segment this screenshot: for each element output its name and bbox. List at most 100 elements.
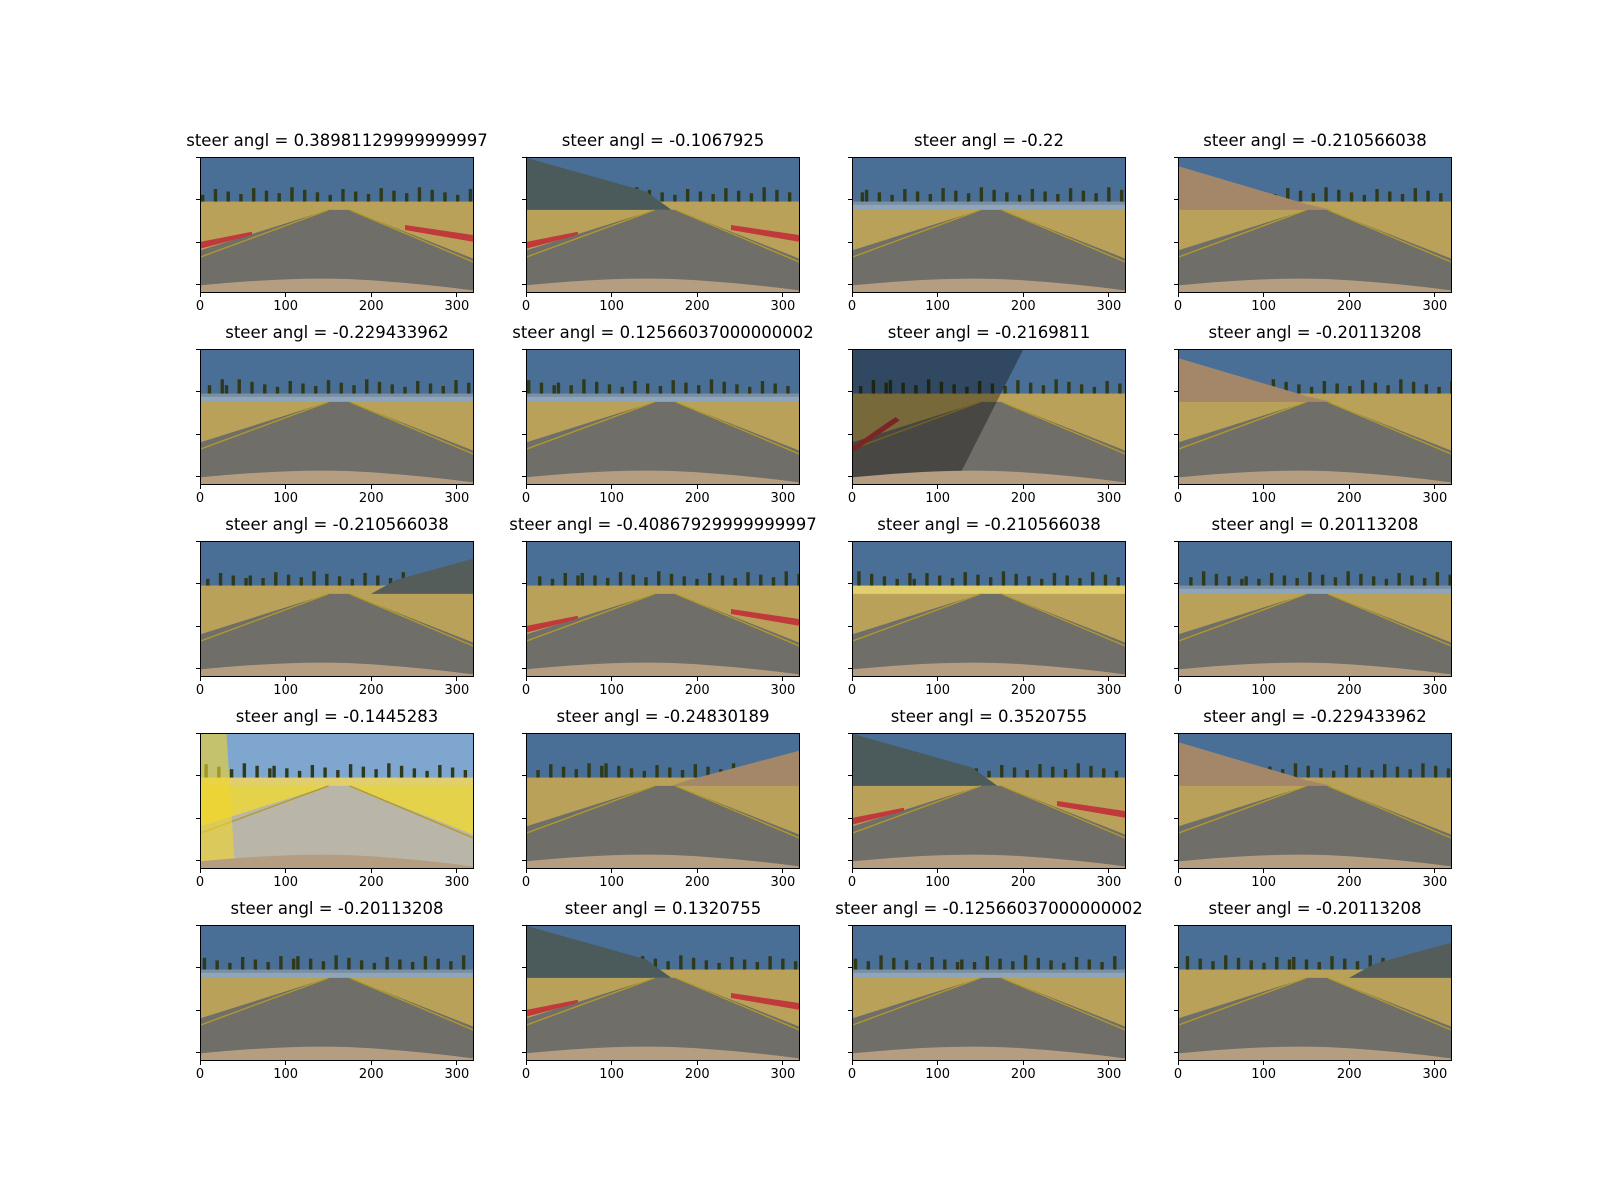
- y-tick-mark: [196, 668, 200, 669]
- road-camera-image: [852, 925, 1126, 1061]
- x-tick-mark: [611, 1061, 613, 1065]
- y-tick-mark: [196, 860, 200, 861]
- y-tick-mark: [848, 199, 852, 200]
- y-tick-mark: [848, 391, 852, 392]
- x-tick-label: 100: [925, 299, 951, 314]
- x-tick-mark: [696, 677, 698, 681]
- y-tick-mark: [1174, 860, 1178, 861]
- x-tick-mark: [1177, 1061, 1179, 1065]
- x-tick-mark: [285, 677, 287, 681]
- x-tick-mark: [1348, 485, 1350, 489]
- x-tick-mark: [1263, 677, 1265, 681]
- y-tick-mark: [522, 860, 526, 861]
- x-tick-mark: [456, 869, 458, 873]
- x-tick-label: 200: [684, 299, 710, 314]
- x-tick-label: 100: [273, 875, 299, 890]
- panel-title: steer angl = -0.22: [913, 131, 1065, 150]
- y-tick-mark: [1174, 156, 1178, 158]
- x-tick-mark: [937, 293, 939, 297]
- x-tick-label: 100: [599, 491, 625, 506]
- x-tick-label: 300: [770, 491, 796, 506]
- y-tick-mark: [522, 284, 526, 285]
- x-tick-mark: [937, 485, 939, 489]
- y-tick-mark: [1174, 1009, 1178, 1011]
- y-tick-mark: [1174, 199, 1178, 200]
- x-tick-label: 200: [684, 1067, 710, 1082]
- y-tick-mark: [848, 540, 852, 542]
- y-tick-mark: [848, 583, 852, 584]
- x-tick-mark: [1022, 677, 1024, 681]
- y-tick-mark: [522, 540, 526, 542]
- x-tick-label: 200: [1010, 299, 1036, 314]
- x-tick-mark: [370, 485, 372, 489]
- x-tick-label: 0: [847, 491, 857, 506]
- x-tick-mark: [1177, 485, 1179, 489]
- x-tick-label: 200: [358, 299, 384, 314]
- y-tick-mark: [522, 668, 526, 669]
- x-tick-label: 0: [521, 299, 531, 314]
- x-tick-mark: [1108, 485, 1110, 489]
- y-tick-mark: [522, 476, 526, 477]
- x-tick-mark: [937, 1061, 939, 1065]
- x-tick-mark: [1348, 869, 1350, 873]
- road-camera-image: [1178, 157, 1452, 293]
- y-tick-mark: [1174, 967, 1178, 968]
- y-tick-mark: [522, 433, 526, 435]
- x-tick-mark: [782, 869, 784, 873]
- y-tick-mark: [1174, 476, 1178, 477]
- y-tick-mark: [848, 860, 852, 861]
- x-tick-mark: [1177, 677, 1179, 681]
- x-tick-label: 200: [1010, 491, 1036, 506]
- x-tick-label: 200: [684, 875, 710, 890]
- y-tick-mark: [196, 1009, 200, 1011]
- y-tick-mark: [1174, 732, 1178, 734]
- x-tick-label: 200: [1336, 299, 1362, 314]
- x-tick-mark: [611, 677, 613, 681]
- road-camera-image: [526, 925, 800, 1061]
- y-tick-mark: [1174, 284, 1178, 285]
- x-tick-mark: [696, 1061, 698, 1065]
- panel-title: steer angl = -0.1067925: [561, 131, 765, 150]
- x-tick-mark: [525, 869, 527, 873]
- x-tick-mark: [370, 293, 372, 297]
- panel-title: steer angl = -0.20113208: [230, 899, 444, 918]
- road-camera-image: [526, 733, 800, 869]
- x-tick-label: 200: [1010, 683, 1036, 698]
- y-tick-mark: [1174, 583, 1178, 584]
- y-tick-mark: [1174, 348, 1178, 350]
- x-tick-mark: [937, 869, 939, 873]
- x-tick-mark: [851, 293, 853, 297]
- x-tick-label: 300: [1096, 1067, 1122, 1082]
- road-camera-image: [526, 541, 800, 677]
- x-tick-mark: [1108, 869, 1110, 873]
- x-tick-label: 0: [195, 491, 205, 506]
- y-tick-mark: [522, 924, 526, 926]
- x-tick-label: 100: [1251, 491, 1277, 506]
- x-tick-label: 200: [358, 683, 384, 698]
- y-tick-mark: [848, 348, 852, 350]
- x-tick-label: 100: [925, 683, 951, 698]
- road-camera-image: [852, 733, 1126, 869]
- x-tick-mark: [370, 677, 372, 681]
- x-tick-mark: [851, 869, 853, 873]
- x-tick-mark: [285, 293, 287, 297]
- x-tick-label: 100: [925, 1067, 951, 1082]
- x-tick-label: 0: [1173, 299, 1183, 314]
- y-tick-mark: [1174, 391, 1178, 392]
- y-tick-mark: [196, 732, 200, 734]
- x-tick-mark: [199, 485, 201, 489]
- x-tick-mark: [456, 1061, 458, 1065]
- y-tick-mark: [848, 817, 852, 819]
- road-camera-image: [852, 157, 1126, 293]
- x-tick-mark: [1108, 677, 1110, 681]
- y-tick-mark: [1174, 241, 1178, 243]
- y-tick-mark: [522, 348, 526, 350]
- y-tick-mark: [196, 775, 200, 776]
- x-tick-label: 200: [684, 683, 710, 698]
- x-tick-mark: [370, 869, 372, 873]
- x-tick-mark: [370, 1061, 372, 1065]
- x-tick-label: 100: [273, 1067, 299, 1082]
- panel-title: steer angl = -0.20113208: [1208, 899, 1422, 918]
- x-tick-mark: [611, 293, 613, 297]
- x-tick-mark: [1022, 485, 1024, 489]
